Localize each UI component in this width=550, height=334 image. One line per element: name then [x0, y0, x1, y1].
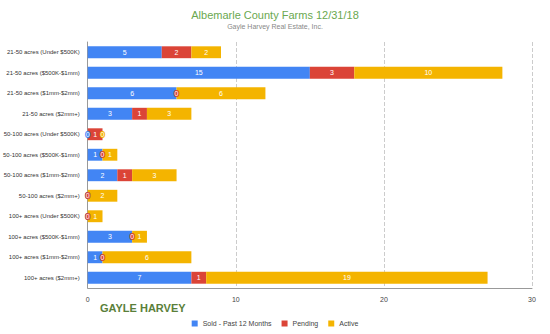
svg-text:3: 3: [167, 110, 171, 117]
svg-text:3: 3: [152, 172, 156, 179]
svg-text:50-100 acres (Under $500K): 50-100 acres (Under $500K): [4, 131, 80, 137]
svg-text:21-50 acres ($2mm+): 21-50 acres ($2mm+): [22, 111, 80, 117]
svg-text:0: 0: [86, 131, 90, 138]
svg-text:1: 1: [93, 151, 97, 158]
svg-text:30: 30: [528, 296, 536, 303]
svg-text:2: 2: [101, 192, 105, 199]
svg-text:1: 1: [93, 213, 97, 220]
svg-text:15: 15: [195, 69, 203, 76]
svg-text:Sold - Past 12 Months: Sold - Past 12 Months: [203, 320, 272, 327]
svg-text:0: 0: [101, 254, 105, 261]
svg-text:5: 5: [123, 49, 127, 56]
svg-text:50-100 acres ($2mm+): 50-100 acres ($2mm+): [19, 193, 80, 199]
svg-text:6: 6: [130, 90, 134, 97]
svg-text:3: 3: [108, 110, 112, 117]
svg-text:20: 20: [380, 296, 388, 303]
svg-text:3: 3: [108, 233, 112, 240]
svg-text:0: 0: [86, 192, 90, 199]
svg-text:0: 0: [86, 213, 90, 220]
svg-text:1: 1: [93, 254, 97, 261]
svg-text:1: 1: [138, 233, 142, 240]
svg-text:1: 1: [138, 110, 142, 117]
svg-text:10: 10: [424, 69, 432, 76]
svg-text:0: 0: [86, 296, 90, 303]
svg-text:6: 6: [219, 90, 223, 97]
svg-text:7: 7: [138, 274, 142, 281]
svg-text:1: 1: [93, 131, 97, 138]
svg-text:Pending: Pending: [293, 320, 319, 328]
svg-text:2: 2: [204, 49, 208, 56]
svg-text:50-100 acres ($1mm-$2mm): 50-100 acres ($1mm-$2mm): [4, 172, 80, 178]
svg-text:2: 2: [175, 49, 179, 56]
svg-text:21-50 acres ($1mm-$2mm): 21-50 acres ($1mm-$2mm): [7, 90, 80, 96]
svg-text:1: 1: [197, 274, 201, 281]
svg-text:0: 0: [101, 131, 105, 138]
svg-text:10: 10: [232, 296, 240, 303]
svg-text:21-50 acres (Under $500K): 21-50 acres (Under $500K): [7, 49, 80, 55]
svg-text:3: 3: [330, 69, 334, 76]
svg-text:21-50 acres ($500K-$1mm): 21-50 acres ($500K-$1mm): [6, 70, 79, 76]
svg-text:6: 6: [145, 254, 149, 261]
svg-text:0: 0: [175, 90, 179, 97]
svg-text:1: 1: [108, 151, 112, 158]
svg-text:1: 1: [123, 172, 127, 179]
svg-text:100+ acres (Under $500K): 100+ acres (Under $500K): [9, 213, 80, 219]
svg-text:Active: Active: [339, 320, 358, 327]
svg-text:0: 0: [86, 192, 90, 199]
svg-text:100+ acres ($1mm-$2mm): 100+ acres ($1mm-$2mm): [9, 254, 80, 260]
svg-text:0: 0: [130, 233, 134, 240]
svg-text:2: 2: [101, 172, 105, 179]
svg-text:0: 0: [86, 213, 90, 220]
svg-text:GAYLE HARVEY: GAYLE HARVEY: [100, 302, 186, 314]
svg-text:50-100 acres ($500K-$1mm): 50-100 acres ($500K-$1mm): [3, 152, 80, 158]
svg-text:100+ acres ($500K-$1mm): 100+ acres ($500K-$1mm): [8, 234, 80, 240]
svg-text:Gayle Harvey Real Estate, Inc.: Gayle Harvey Real Estate, Inc.: [227, 23, 323, 31]
svg-text:100+ acres ($2mm+): 100+ acres ($2mm+): [24, 275, 80, 281]
svg-text:0: 0: [101, 151, 105, 158]
svg-text:Albemarle County Farms 12/31/1: Albemarle County Farms 12/31/18: [191, 9, 359, 21]
svg-text:19: 19: [343, 274, 351, 281]
